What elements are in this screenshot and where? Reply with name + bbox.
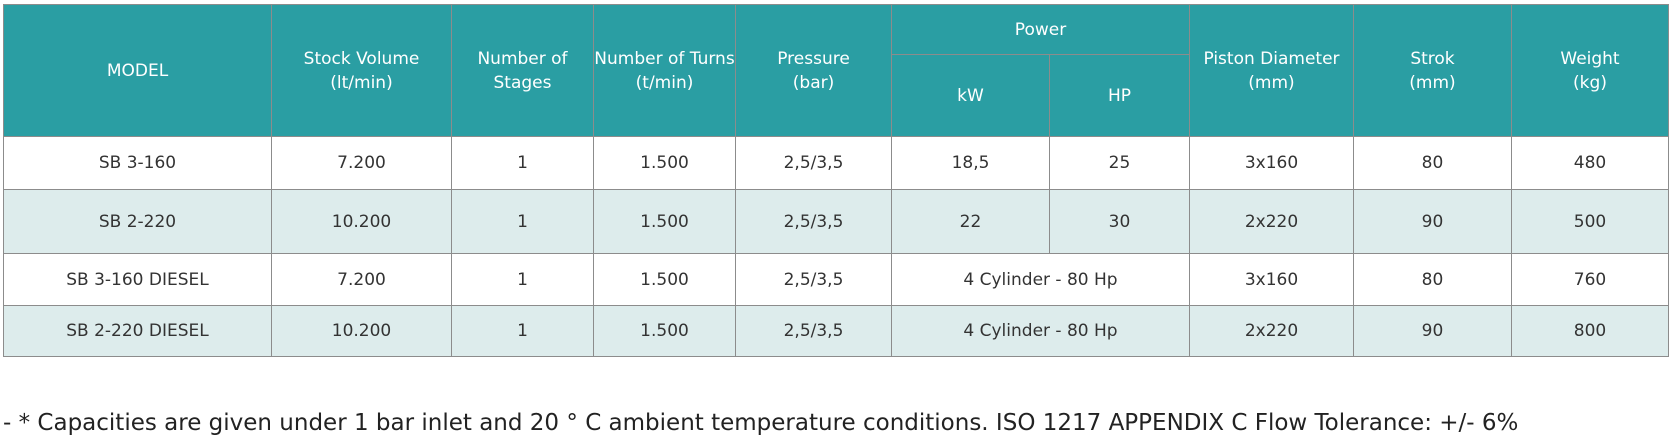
header-text: (mm) bbox=[1409, 72, 1456, 93]
cell: 7.200 bbox=[271, 136, 452, 190]
cell: 1 bbox=[451, 136, 594, 190]
cell: 30 bbox=[1049, 189, 1190, 254]
header-text: Piston Diameter bbox=[1203, 48, 1340, 69]
cell: 7.200 bbox=[271, 253, 452, 306]
cell: 1.500 bbox=[593, 253, 736, 306]
cell: SB 2-220 DIESEL bbox=[3, 305, 272, 357]
spec-table: MODEL Stock Volume (lt/min) Number of Stages… bbox=[3, 4, 1669, 357]
cell: 10.200 bbox=[271, 189, 452, 254]
cell: 2,5/3,5 bbox=[735, 305, 892, 357]
cell: 90 bbox=[1353, 189, 1512, 254]
cell: 2,5/3,5 bbox=[735, 136, 892, 190]
cell: 3x160 bbox=[1189, 136, 1354, 190]
header-cell: Strok (mm) bbox=[1353, 4, 1512, 137]
header-cell: HP bbox=[1049, 54, 1190, 137]
header-cell: Weight (kg) bbox=[1511, 4, 1669, 137]
cell: 1.500 bbox=[593, 189, 736, 254]
cell: 4 Cylinder - 80 Hp bbox=[891, 305, 1190, 357]
table-row: SB 2-220 DIESEL 10.200 1 1.500 2,5/3,5 4 Cyli… bbox=[3, 305, 1669, 357]
header-cell: MODEL bbox=[3, 4, 272, 137]
cell: 80 bbox=[1353, 253, 1512, 306]
header-cell: Number of Turns (t/min) bbox=[593, 4, 736, 137]
cell: SB 3-160 bbox=[3, 136, 272, 190]
header-text: Pressure bbox=[777, 48, 850, 69]
header-group: Power bbox=[891, 4, 1190, 55]
cell: 500 bbox=[1511, 189, 1669, 254]
header-text: (lt/min) bbox=[330, 72, 393, 93]
table-row: SB 3-160 7.200 1 1.500 2,5/3,5 18,5 25 3x160 80 4… bbox=[3, 136, 1669, 190]
cell: 2,5/3,5 bbox=[735, 253, 892, 306]
header-row: kW HP bbox=[4, 54, 1669, 137]
header-row: MODEL Stock Volume (lt/min) Number of Stages… bbox=[3, 4, 1669, 137]
header-text: Number of Turns bbox=[594, 48, 735, 69]
header-text: Number of bbox=[477, 48, 568, 69]
header-text: (kg) bbox=[1573, 72, 1607, 93]
cell: 800 bbox=[1511, 305, 1669, 357]
cell: 25 bbox=[1049, 136, 1190, 190]
cell: 2x220 bbox=[1189, 189, 1354, 254]
table-row: SB 3-160 DIESEL 7.200 1 1.500 2,5/3,5 4 Cylin… bbox=[3, 253, 1669, 306]
footnote: - * Capacities are given under 1 bar inl… bbox=[3, 410, 1519, 436]
cell: 2x220 bbox=[1189, 305, 1354, 357]
header-text: Weight bbox=[1560, 48, 1620, 69]
header-cell: kW bbox=[891, 54, 1050, 137]
header-text: MODEL bbox=[106, 60, 169, 81]
cell: 760 bbox=[1511, 253, 1669, 306]
cell: 90 bbox=[1353, 305, 1512, 357]
cell: 1 bbox=[451, 189, 594, 254]
cell: 80 bbox=[1353, 136, 1512, 190]
cell: 22 bbox=[891, 189, 1050, 254]
table-row: SB 2-220 10.200 1 1.500 2,5/3,5 22 30 2x220 90 50… bbox=[3, 189, 1669, 254]
header-cell: Stock Volume (lt/min) bbox=[271, 4, 452, 137]
header-text: (bar) bbox=[792, 72, 835, 93]
header-text: (t/min) bbox=[635, 72, 694, 93]
cell: 1.500 bbox=[593, 305, 736, 357]
cell: 1.500 bbox=[593, 136, 736, 190]
header-text: Stages bbox=[493, 72, 552, 93]
table-header: MODEL Stock Volume (lt/min) Number of Stages… bbox=[3, 4, 1669, 137]
cell: 4 Cylinder - 80 Hp bbox=[891, 253, 1190, 306]
cell: 480 bbox=[1511, 136, 1669, 190]
header-text: Strok bbox=[1410, 48, 1455, 69]
table-body: SB 3-160 7.200 1 1.500 2,5/3,5 18,5 25 3x160 80 4… bbox=[3, 136, 1669, 357]
cell: SB 2-220 bbox=[3, 189, 272, 254]
header-text: (mm) bbox=[1248, 72, 1295, 93]
cell: 10.200 bbox=[271, 305, 452, 357]
cell: 1 bbox=[451, 253, 594, 306]
header-cell: Number of Stages bbox=[451, 4, 594, 137]
header-cell: Piston Diameter (mm) bbox=[1189, 4, 1354, 137]
cell: 18,5 bbox=[891, 136, 1050, 190]
cell: 3x160 bbox=[1189, 253, 1354, 306]
header-text: Stock Volume bbox=[303, 48, 420, 69]
header-cell: Pressure (bar) bbox=[735, 4, 892, 137]
cell: 1 bbox=[451, 305, 594, 357]
cell: 2,5/3,5 bbox=[735, 189, 892, 254]
cell: SB 3-160 DIESEL bbox=[3, 253, 272, 306]
